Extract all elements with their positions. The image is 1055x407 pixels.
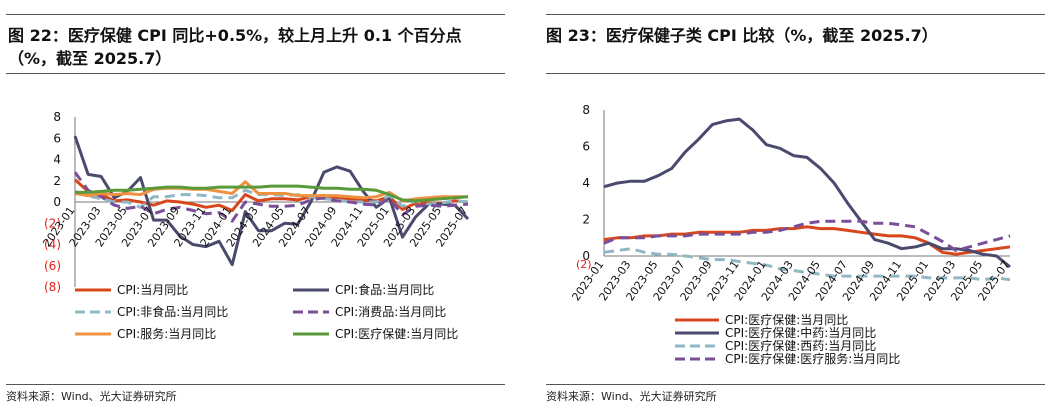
y-tick-label: 0 [53,195,61,209]
top-rule [546,14,1045,15]
y-tick-label: 2 [582,213,590,227]
y-tick-label: (2) [44,216,61,230]
cpi-yoy-line-chart: 86420(2)(4)(6)(8)2023-012023-032023-0520… [40,110,470,341]
top-rule [6,14,505,15]
legend-label: CPI:医疗保健:当月同比 [335,327,458,341]
y-tick-label: 8 [53,110,61,124]
series-line [603,247,1011,282]
legend-label: CPI:医疗保健:当月同比 [725,313,848,327]
source-note: 资料来源：Wind、光大证券研究所 [546,390,717,403]
legend-label: CPI:医疗保健:中药:当月同比 [725,325,876,340]
y-tick-label: (2) [576,258,592,271]
y-tick-label: (4) [44,238,61,252]
legend-label: CPI:非食品:当月同比 [117,304,228,319]
series-line [75,184,469,203]
y-tick-label: 6 [582,140,590,154]
healthcare-subcategory-line-chart: 024682023-012023-032023-052023-072023-09… [569,103,1012,366]
bottom-rule [6,384,505,385]
legend-label: CPI:服务:当月同比 [117,326,216,341]
legend-label: CPI:消费品:当月同比 [335,305,446,319]
y-tick-label: 6 [53,131,61,145]
series-line [74,178,469,212]
figure-title: 图 23：医疗保健子类 CPI 比较（%，截至 2025.7） [546,26,938,45]
y-tick-label: 8 [582,103,590,117]
title-rule [6,73,505,74]
legend-label: CPI:食品:当月同比 [335,282,434,297]
source-note: 资料来源：Wind、光大证券研究所 [6,390,177,403]
bottom-rule [546,384,1045,385]
y-tick-label: 0 [582,249,590,263]
title-rule [546,73,1045,74]
legend-label: CPI:医疗保健:西药:当月同比 [725,339,876,353]
figure-title: 图 22：医疗保健 CPI 同比+0.5%，较上月上升 0.1 个百分点（%，截… [8,26,462,68]
legend-label: CPI:当月同比 [117,283,188,297]
series-line [603,219,1011,252]
y-tick-label: (8) [44,280,61,294]
y-tick-label: 2 [53,174,61,188]
y-tick-label: 4 [582,176,590,190]
legend-label: CPI:医疗保健:医疗服务:当月同比 [725,351,900,366]
series-line [73,171,469,223]
series-line [73,135,470,267]
y-tick-label: 4 [53,153,61,167]
chart-panel-left: 图 22：医疗保健 CPI 同比+0.5%，较上月上升 0.1 个百分点（%，截… [0,0,515,407]
series-line [603,225,1011,256]
chart-panel-right: 图 23：医疗保健子类 CPI 比较（%，截至 2025.7） 0 2 4 6 8 202… [540,0,1055,407]
series-line [74,188,469,209]
series-line [603,117,1011,269]
y-tick-label: (6) [44,259,61,273]
